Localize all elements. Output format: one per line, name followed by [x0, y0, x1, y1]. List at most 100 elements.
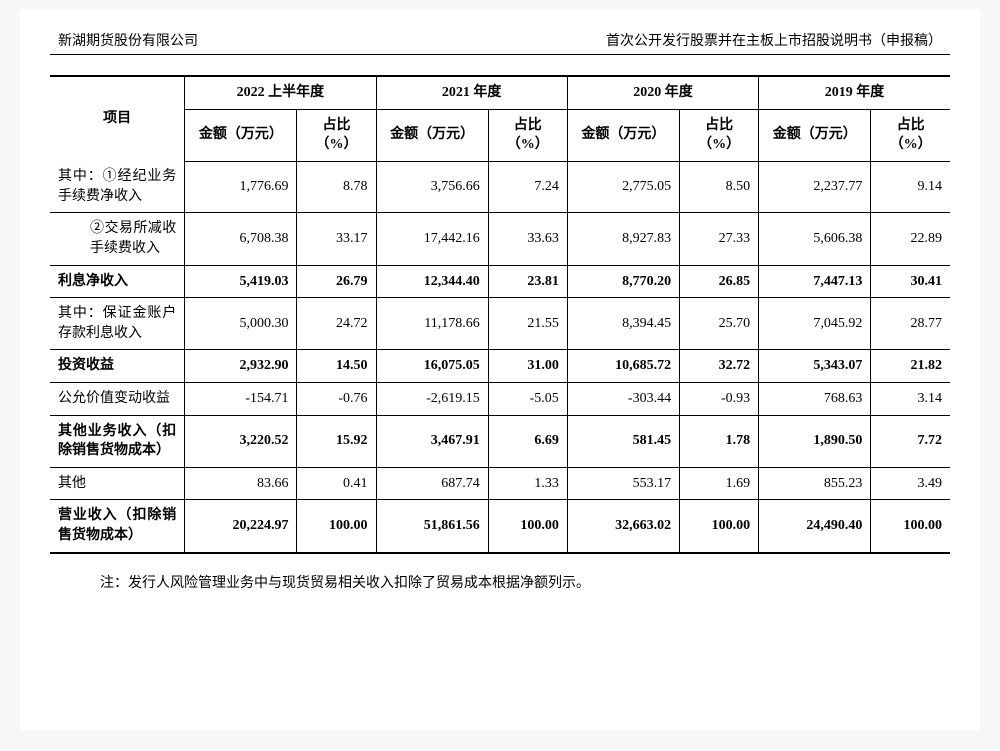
table-row: 利息净收入5,419.0326.7912,344.4023.818,770.20…: [50, 265, 950, 298]
cell-value: 7,045.92: [759, 298, 871, 350]
cell-value: 687.74: [376, 467, 488, 500]
footnote: 注：发行人风险管理业务中与现货贸易相关收入扣除了贸易成本根据净额列示。: [50, 572, 950, 592]
table-row: 营业收入（扣除销售货物成本）20,224.97100.0051,861.5610…: [50, 500, 950, 553]
cell-value: 1.69: [680, 467, 759, 500]
cell-value: 33.17: [297, 213, 376, 265]
cell-value: 9.14: [871, 161, 950, 213]
cell-value: 553.17: [567, 467, 679, 500]
cell-value: 8,927.83: [567, 213, 679, 265]
cell-value: 855.23: [759, 467, 871, 500]
page-header: 新湖期货股份有限公司 首次公开发行股票并在主板上市招股说明书（申报稿）: [50, 30, 950, 50]
cell-value: 8.50: [680, 161, 759, 213]
cell-value: 5,343.07: [759, 350, 871, 383]
cell-value: 30.41: [871, 265, 950, 298]
sub-header-amount: 金额（万元）: [567, 109, 679, 161]
cell-value: 24.72: [297, 298, 376, 350]
table-row: 其中：①经纪业务手续费净收入1,776.698.783,756.667.242,…: [50, 161, 950, 213]
cell-value: 1,890.50: [759, 415, 871, 467]
cell-value: 2,775.05: [567, 161, 679, 213]
sub-header-pct: 占比（%）: [871, 109, 950, 161]
cell-value: 581.45: [567, 415, 679, 467]
cell-value: 2,932.90: [185, 350, 297, 383]
cell-value: 24,490.40: [759, 500, 871, 553]
cell-value: 21.82: [871, 350, 950, 383]
row-label: 利息净收入: [50, 265, 185, 298]
cell-value: -5.05: [488, 383, 567, 416]
cell-value: 3.49: [871, 467, 950, 500]
cell-value: 17,442.16: [376, 213, 488, 265]
row-label: 其中：保证金账户存款利息收入: [50, 298, 185, 350]
cell-value: 7.72: [871, 415, 950, 467]
cell-value: 7.24: [488, 161, 567, 213]
cell-value: 1.78: [680, 415, 759, 467]
cell-value: 25.70: [680, 298, 759, 350]
page: 新湖期货股份有限公司 首次公开发行股票并在主板上市招股说明书（申报稿） 项目 2…: [20, 10, 980, 730]
col-header-period: 2019 年度: [759, 76, 950, 109]
cell-value: 23.81: [488, 265, 567, 298]
table-row: ②交易所减收手续费收入6,708.3833.1717,442.1633.638,…: [50, 213, 950, 265]
row-label: ②交易所减收手续费收入: [50, 213, 185, 265]
sub-header-amount: 金额（万元）: [376, 109, 488, 161]
cell-value: 26.79: [297, 265, 376, 298]
cell-value: 33.63: [488, 213, 567, 265]
cell-value: 5,419.03: [185, 265, 297, 298]
cell-value: 2,237.77: [759, 161, 871, 213]
cell-value: 7,447.13: [759, 265, 871, 298]
cell-value: 100.00: [871, 500, 950, 553]
cell-value: 5,606.38: [759, 213, 871, 265]
sub-header-pct: 占比（%）: [488, 109, 567, 161]
cell-value: 100.00: [680, 500, 759, 553]
row-label: 其他: [50, 467, 185, 500]
col-header-period: 2020 年度: [567, 76, 758, 109]
cell-value: 15.92: [297, 415, 376, 467]
row-label: 公允价值变动收益: [50, 383, 185, 416]
cell-value: 1,776.69: [185, 161, 297, 213]
row-label: 其他业务收入（扣除销售货物成本）: [50, 415, 185, 467]
cell-value: 100.00: [488, 500, 567, 553]
header-right: 首次公开发行股票并在主板上市招股说明书（申报稿）: [606, 30, 942, 50]
row-label: 投资收益: [50, 350, 185, 383]
col-header-item: 项目: [50, 76, 185, 161]
cell-value: 3,756.66: [376, 161, 488, 213]
cell-value: 28.77: [871, 298, 950, 350]
cell-value: 0.41: [297, 467, 376, 500]
cell-value: 21.55: [488, 298, 567, 350]
cell-value: 83.66: [185, 467, 297, 500]
cell-value: 6.69: [488, 415, 567, 467]
cell-value: 32.72: [680, 350, 759, 383]
table-head: 项目 2022 上半年度 2021 年度 2020 年度 2019 年度 金额（…: [50, 76, 950, 161]
cell-value: 3,467.91: [376, 415, 488, 467]
sub-header-amount: 金额（万元）: [759, 109, 871, 161]
row-label: 营业收入（扣除销售货物成本）: [50, 500, 185, 553]
cell-value: 10,685.72: [567, 350, 679, 383]
header-underline: [50, 54, 950, 55]
cell-value: 3,220.52: [185, 415, 297, 467]
financial-table: 项目 2022 上半年度 2021 年度 2020 年度 2019 年度 金额（…: [50, 75, 950, 554]
cell-value: 8.78: [297, 161, 376, 213]
cell-value: -2,619.15: [376, 383, 488, 416]
cell-value: 27.33: [680, 213, 759, 265]
cell-value: 20,224.97: [185, 500, 297, 553]
cell-value: 1.33: [488, 467, 567, 500]
cell-value: 8,394.45: [567, 298, 679, 350]
cell-value: 11,178.66: [376, 298, 488, 350]
table-row: 公允价值变动收益-154.71-0.76-2,619.15-5.05-303.4…: [50, 383, 950, 416]
cell-value: 3.14: [871, 383, 950, 416]
header-left: 新湖期货股份有限公司: [58, 30, 198, 50]
sub-header-pct: 占比（%）: [680, 109, 759, 161]
sub-header-amount: 金额（万元）: [185, 109, 297, 161]
cell-value: 8,770.20: [567, 265, 679, 298]
table-row: 其他83.660.41687.741.33553.171.69855.233.4…: [50, 467, 950, 500]
cell-value: -154.71: [185, 383, 297, 416]
col-header-period: 2022 上半年度: [185, 76, 376, 109]
row-label: 其中：①经纪业务手续费净收入: [50, 161, 185, 213]
cell-value: 12,344.40: [376, 265, 488, 298]
sub-header-pct: 占比（%）: [297, 109, 376, 161]
cell-value: 100.00: [297, 500, 376, 553]
cell-value: 16,075.05: [376, 350, 488, 383]
cell-value: 31.00: [488, 350, 567, 383]
table-row: 投资收益2,932.9014.5016,075.0531.0010,685.72…: [50, 350, 950, 383]
cell-value: -303.44: [567, 383, 679, 416]
cell-value: -0.93: [680, 383, 759, 416]
cell-value: 51,861.56: [376, 500, 488, 553]
